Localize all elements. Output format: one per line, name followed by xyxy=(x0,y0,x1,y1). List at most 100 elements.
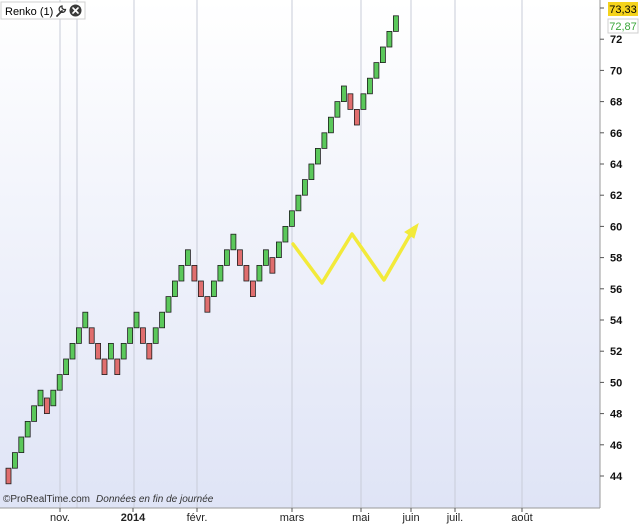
renko-brick xyxy=(295,194,302,212)
renko-brick xyxy=(275,241,282,259)
renko-brick xyxy=(31,405,38,422)
footer-brand: ©ProRealTime.com xyxy=(3,494,90,505)
renko-brick xyxy=(76,327,82,344)
y-tick-label: 62 xyxy=(610,190,622,202)
renko-brick xyxy=(18,436,25,454)
x-tick-label: mai xyxy=(352,512,370,524)
renko-brick xyxy=(308,163,315,181)
wrench-icon[interactable] xyxy=(54,4,67,17)
brick-series xyxy=(5,15,399,485)
renko-brick xyxy=(159,311,166,329)
renko-brick xyxy=(101,358,108,376)
y-tick-label: 52 xyxy=(610,346,622,358)
footer-credits: ©ProRealTime.com Données en fin de journé… xyxy=(3,494,214,505)
renko-brick xyxy=(282,225,289,243)
renko-brick xyxy=(353,109,360,126)
y-tick-label: 58 xyxy=(610,253,622,265)
renko-brick xyxy=(11,452,18,469)
indicator-label: Renko (1) xyxy=(5,6,53,18)
y-tick-label: 68 xyxy=(610,97,622,109)
annotation-arrowhead xyxy=(404,222,419,239)
renko-brick xyxy=(44,397,50,415)
annotation-path xyxy=(291,226,416,285)
indicator-toolbar: Renko (1) xyxy=(0,1,86,20)
x-tick-label: févr. xyxy=(187,512,208,524)
renko-brick xyxy=(127,327,133,344)
renko-brick xyxy=(56,374,63,391)
grid xyxy=(59,0,523,508)
time-axis-background xyxy=(0,508,640,524)
y-tick-label: 70 xyxy=(610,65,622,77)
renko-brick xyxy=(197,280,204,298)
renko-brick xyxy=(327,116,334,134)
renko-brick xyxy=(321,132,328,149)
x-tick-label: août xyxy=(511,512,532,524)
renko-brick xyxy=(152,327,159,344)
x-axis: nov. 2014 févr. mars mai juin juil. août xyxy=(50,508,533,524)
y-tick-label: 54 xyxy=(610,315,623,327)
footer-note: Données en fin de journée xyxy=(96,494,214,505)
renko-brick xyxy=(230,233,237,251)
renko-brick xyxy=(50,389,57,407)
renko-brick xyxy=(269,257,276,274)
annotation-zigzag xyxy=(291,222,419,285)
close-icon[interactable] xyxy=(69,4,82,17)
renko-brick xyxy=(373,62,380,79)
renko-brick xyxy=(133,311,140,329)
renko-brick xyxy=(204,296,211,313)
renko-brick xyxy=(249,280,256,298)
renko-brick xyxy=(108,342,114,360)
renko-brick xyxy=(63,358,69,376)
last-price-text: 73,33 xyxy=(609,4,637,16)
renko-brick xyxy=(24,420,31,438)
last-price-badge: 73,33 xyxy=(608,2,638,16)
renko-brick xyxy=(360,93,367,110)
renko-brick xyxy=(366,77,373,95)
renko-brick xyxy=(146,342,153,360)
renko-brick xyxy=(379,46,386,64)
renko-brick xyxy=(392,15,399,32)
renko-brick xyxy=(334,101,341,118)
renko-brick xyxy=(171,280,178,298)
y-tick-label: 72 xyxy=(610,34,622,46)
renko-brick xyxy=(347,93,354,110)
renko-brick xyxy=(95,342,101,360)
renko-brick xyxy=(288,210,295,227)
renko-brick xyxy=(301,179,308,196)
x-tick-label: 2014 xyxy=(121,512,146,524)
renko-brick xyxy=(386,30,393,48)
renko-brick xyxy=(114,358,121,376)
y-tick-label: 50 xyxy=(610,377,622,389)
secondary-price-badge: 72,87 xyxy=(607,18,639,34)
renko-brick xyxy=(82,311,89,329)
renko-brick xyxy=(165,296,172,313)
renko-brick xyxy=(120,342,127,360)
renko-brick xyxy=(37,389,44,407)
renko-brick xyxy=(314,147,321,165)
secondary-price-text: 72,87 xyxy=(609,21,637,33)
y-tick-label: 56 xyxy=(610,284,622,296)
renko-brick xyxy=(223,249,230,266)
y-tick-label: 60 xyxy=(610,221,622,233)
renko-brick xyxy=(256,264,263,282)
y-tick-label: 66 xyxy=(610,128,622,140)
renko-brick xyxy=(69,342,76,360)
renko-brick xyxy=(217,264,224,282)
y-tick-label: 48 xyxy=(610,409,622,421)
x-tick-label: nov. xyxy=(50,512,70,524)
renko-brick xyxy=(184,249,191,266)
renko-brick xyxy=(210,280,217,298)
y-tick-label: 46 xyxy=(610,440,622,452)
renko-brick xyxy=(262,249,269,266)
renko-brick xyxy=(178,264,185,282)
renko-brick xyxy=(236,249,243,266)
x-tick-label: juin xyxy=(401,512,419,524)
renko-brick xyxy=(5,467,12,485)
axis-panel-background xyxy=(600,0,640,524)
renko-brick xyxy=(340,85,347,103)
y-tick-label: 44 xyxy=(610,471,623,483)
renko-brick xyxy=(243,264,250,282)
